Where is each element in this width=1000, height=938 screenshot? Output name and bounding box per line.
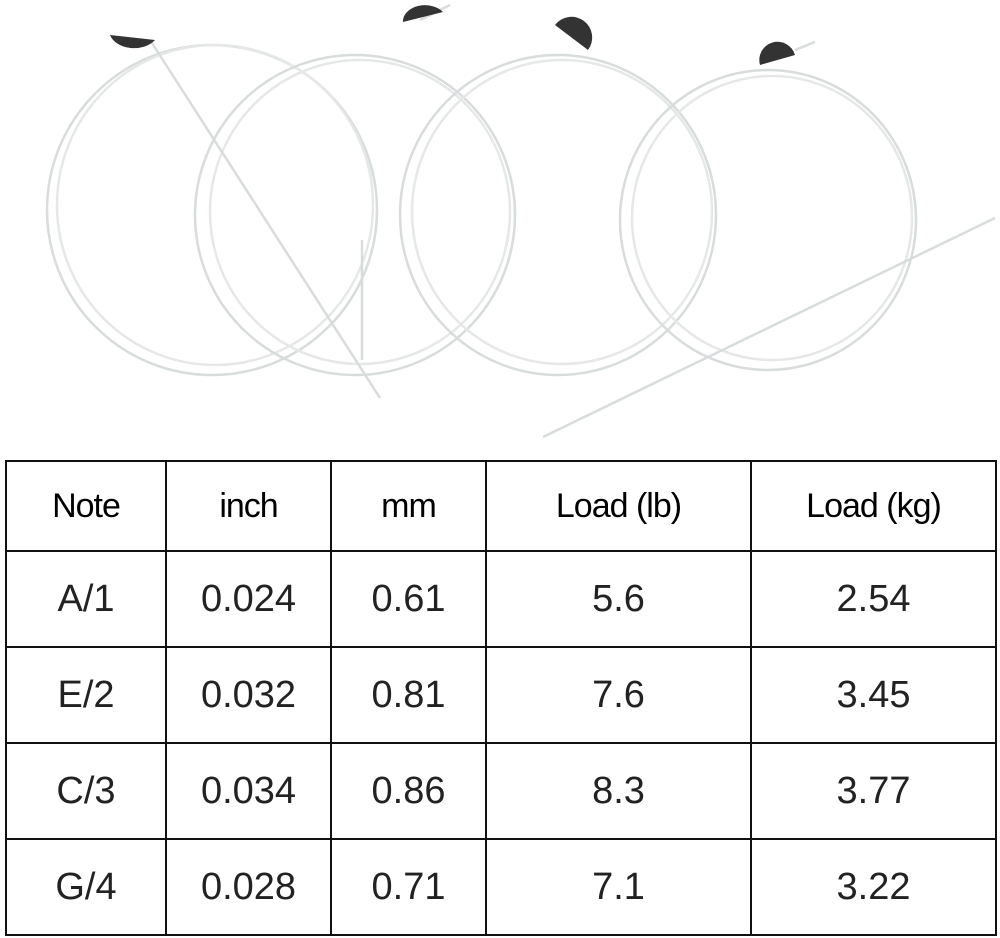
table-cell: 7.6	[485, 646, 752, 744]
table-cell: E/2	[5, 646, 167, 744]
table-row: A/1 0.024 0.61 5.6 2.54	[5, 550, 997, 648]
table-row: G/4 0.028 0.71 7.1 3.22	[5, 838, 997, 936]
strings-photo	[45, 3, 996, 439]
table-row: E/2 0.032 0.81 7.6 3.45	[5, 646, 997, 744]
table-cell: 0.71	[330, 838, 487, 936]
table-cell: 3.22	[750, 838, 997, 936]
table-cell: G/4	[5, 838, 167, 936]
table-cell: 3.45	[750, 646, 997, 744]
table-row: C/3 0.034 0.86 8.3 3.77	[5, 742, 997, 840]
header-cell: Load (lb)	[485, 460, 752, 552]
header-cell: inch	[165, 460, 332, 552]
header-row: Note inch mm Load (lb) Load (kg)	[5, 460, 997, 552]
table-cell: A/1	[5, 550, 167, 648]
table-body: A/1 0.024 0.61 5.6 2.54 E/2 0.032 0.81 7.6 3.45 C/…	[5, 550, 997, 936]
table-cell: C/3	[5, 742, 167, 840]
spec-table: Note inch mm Load (lb) Load (kg) A/1 0.024 0.6…	[5, 460, 997, 936]
table-cell: 0.61	[330, 550, 487, 648]
table-cell: 2.54	[750, 550, 997, 648]
table-cell: 0.034	[165, 742, 332, 840]
table-cell: 0.81	[330, 646, 487, 744]
header-cell: mm	[330, 460, 487, 552]
table-cell: 0.024	[165, 550, 332, 648]
table-cell: 3.77	[750, 742, 997, 840]
table-cell: 0.032	[165, 646, 332, 744]
table-cell: 5.6	[485, 550, 752, 648]
header-cell: Load (kg)	[750, 460, 997, 552]
table-cell: 0.86	[330, 742, 487, 840]
table-cell: 8.3	[485, 742, 752, 840]
table-cell: 7.1	[485, 838, 752, 936]
header-cell: Note	[5, 460, 167, 552]
table-cell: 0.028	[165, 838, 332, 936]
